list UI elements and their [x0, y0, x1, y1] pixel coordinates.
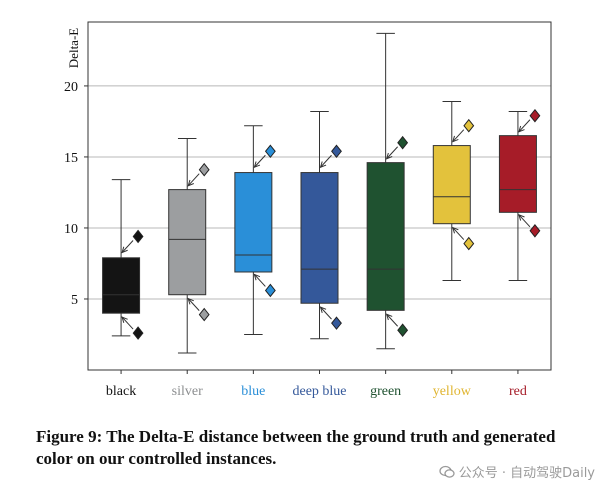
annotation-arrow-head — [253, 161, 261, 169]
box-layer — [102, 32, 541, 354]
annotation-arrow-head — [121, 316, 128, 323]
annotation-arrow-head — [452, 135, 459, 143]
annotation-arrow-head — [187, 297, 194, 305]
tick-layer: 5 10 15 20 black silver blue deep blue green yell… — [64, 80, 527, 399]
annotation-arrow-line — [253, 154, 266, 168]
box-blue — [234, 125, 276, 335]
diamond-marker — [264, 283, 276, 298]
wechat-icon — [439, 465, 455, 478]
annotation-arrow-head — [385, 313, 393, 321]
diamond-marker — [397, 323, 409, 338]
iqr-box — [300, 172, 339, 304]
diamond-marker — [331, 316, 342, 330]
x-tick-label: red — [509, 384, 527, 399]
annotation-arrow-line — [253, 274, 266, 287]
annotation-arrow-line — [320, 154, 332, 168]
diamond-marker — [132, 326, 144, 340]
diamond-marker — [198, 307, 210, 322]
annotation-arrow-line — [452, 227, 465, 240]
x-tick-label: silver — [172, 384, 203, 399]
watermark: 公众号 · 自动驾驶Daily — [439, 462, 595, 481]
x-tick-label: green — [370, 384, 401, 399]
x-tick-label: black — [106, 384, 136, 399]
y-tick-label: 10 — [64, 222, 78, 237]
box-plot-chart: 5 10 15 20 black silver blue deep blue green yell… — [64, 21, 552, 399]
diamond-marker — [331, 144, 342, 159]
x-tick-label: blue — [241, 384, 265, 399]
annotation-arrow-line — [187, 173, 200, 187]
y-tick-label: 15 — [64, 151, 78, 166]
figure-caption: Figure 9: The Delta-E distance between t… — [36, 427, 556, 468]
annotation-arrow-line — [518, 119, 531, 133]
annotation-arrow-head — [121, 246, 128, 254]
iqr-box — [366, 162, 405, 311]
watermark-text: 公众号 · 自动驾驶Daily — [458, 466, 595, 481]
diamond-marker — [198, 162, 210, 177]
diamond-marker — [529, 108, 541, 123]
y-tick-label: 20 — [64, 80, 78, 95]
box-silver — [168, 137, 210, 354]
box-red — [498, 108, 541, 282]
box-yellow — [432, 101, 475, 282]
diamond-marker — [463, 118, 475, 133]
plot-frame — [87, 21, 552, 371]
y-axis-label: Delta-E — [66, 28, 81, 68]
iqr-box — [102, 257, 141, 314]
iqr-box — [234, 172, 273, 273]
diamond-marker — [397, 135, 409, 150]
annotation-arrow-line — [386, 146, 399, 160]
iqr-box — [432, 145, 471, 225]
diamond-marker — [529, 223, 541, 238]
diamond-marker — [132, 229, 144, 244]
box-black — [102, 179, 144, 340]
annotation-arrow-line — [386, 313, 399, 327]
annotation-arrow-head — [253, 273, 261, 281]
iqr-box — [168, 189, 207, 296]
annotation-arrow-head — [187, 179, 194, 187]
diamond-marker — [463, 236, 475, 251]
annotation-arrow-line — [452, 129, 465, 143]
y-tick-label: 5 — [71, 293, 78, 308]
annotation-arrow-line — [121, 240, 134, 253]
annotation-arrow-line — [320, 306, 332, 320]
annotation-arrow-head — [518, 213, 525, 221]
box-deep-blue — [300, 110, 342, 340]
annotation-arrow-line — [518, 214, 531, 228]
diamond-marker — [264, 144, 276, 159]
iqr-box — [498, 135, 537, 213]
annotation-arrow-line — [121, 316, 134, 330]
x-tick-label: deep blue — [292, 384, 346, 399]
box-green — [366, 32, 409, 350]
annotation-arrow-head — [319, 161, 327, 169]
annotation-arrow-line — [187, 298, 200, 311]
annotation-arrow-head — [452, 226, 459, 234]
annotation-arrow-head — [518, 125, 525, 133]
annotation-arrow-head — [385, 152, 393, 160]
x-tick-label: yellow — [433, 384, 472, 399]
annotation-arrow-head — [319, 306, 327, 314]
